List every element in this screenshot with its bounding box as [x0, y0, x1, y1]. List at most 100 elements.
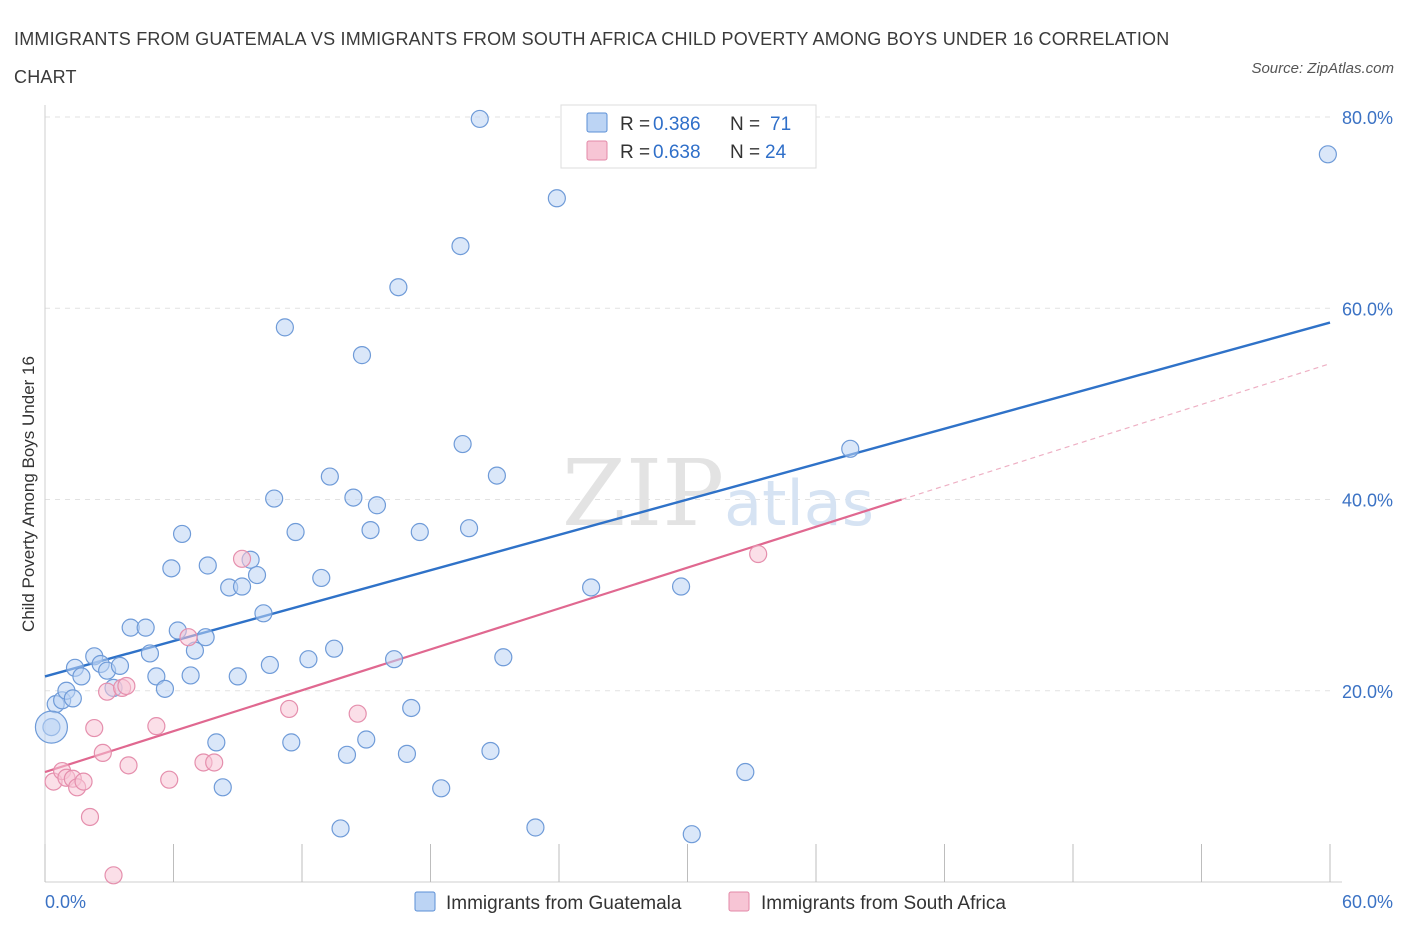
- data-point-guatemala: [155, 679, 175, 698]
- legend-r-label-2: R =: [620, 142, 650, 163]
- data-point-guatemala: [1318, 145, 1337, 164]
- data-point-guatemala: [147, 667, 166, 686]
- data-point-guatemala: [526, 818, 545, 837]
- legend-r-value-1: 0.386: [653, 114, 701, 135]
- data-point-south-africa: [74, 772, 93, 791]
- data-point-guatemala: [453, 434, 472, 454]
- y-axis-label: Child Poverty Among Boys Under 16: [19, 356, 38, 632]
- data-point-guatemala: [275, 318, 294, 337]
- data-point-south-africa: [205, 753, 224, 772]
- data-point-guatemala: [410, 522, 429, 542]
- data-point-guatemala: [140, 644, 160, 663]
- data-point-south-africa: [348, 704, 367, 723]
- data-point-guatemala: [299, 650, 318, 669]
- data-point-guatemala: [228, 667, 247, 686]
- legend-n-label-2: N =: [730, 142, 760, 163]
- chart-title: IMMIGRANTS FROM GUATEMALA VS IMMIGRANTS …: [14, 29, 1170, 87]
- data-point-guatemala: [357, 730, 376, 749]
- y-tick-label: 80.0%: [1342, 108, 1393, 128]
- y-tick-label: 40.0%: [1342, 491, 1393, 511]
- data-point-guatemala: [481, 741, 500, 761]
- data-point-guatemala: [282, 733, 301, 752]
- data-point-guatemala: [671, 577, 691, 596]
- data-point-guatemala: [331, 819, 350, 838]
- legend-n-value-1: 71: [770, 114, 791, 135]
- data-point-south-africa: [232, 549, 252, 568]
- data-point-guatemala: [361, 520, 380, 540]
- data-point-guatemala: [352, 346, 372, 365]
- data-point-guatemala: [487, 466, 506, 485]
- data-point-south-africa: [80, 807, 100, 827]
- legend-swatch-south-africa: [586, 140, 608, 161]
- data-point-guatemala: [72, 667, 91, 686]
- data-point-guatemala: [397, 744, 417, 763]
- x-tick-label: 60.0%: [1342, 892, 1393, 912]
- y-tick-label: 60.0%: [1342, 299, 1393, 319]
- data-point-guatemala: [325, 639, 344, 658]
- data-point-south-africa: [749, 544, 768, 564]
- data-point-south-africa: [147, 717, 166, 736]
- data-point-guatemala: [198, 556, 217, 575]
- data-point-guatemala: [232, 577, 252, 596]
- data-point-guatemala: [136, 618, 155, 637]
- source-label: Source: ZipAtlas.com: [1251, 60, 1394, 77]
- data-point-south-africa: [104, 866, 123, 885]
- data-point-guatemala: [402, 698, 421, 718]
- watermark: ZIPatlas: [562, 440, 874, 547]
- data-point-guatemala: [172, 524, 192, 544]
- data-point-guatemala: [207, 733, 226, 752]
- data-point-guatemala: [384, 650, 404, 669]
- data-point-guatemala: [63, 689, 82, 708]
- data-point-guatemala: [736, 762, 755, 782]
- data-point-guatemala: [389, 278, 408, 297]
- data-point-guatemala: [286, 522, 305, 542]
- data-point-guatemala: [110, 656, 130, 675]
- series-legend-swatch-south-africa: [728, 891, 750, 912]
- data-point-guatemala: [459, 519, 479, 538]
- trend-line-south-africa: [44, 498, 903, 774]
- data-point-guatemala: [312, 568, 331, 588]
- series-legend-label-south-africa: Immigrants from South Africa: [761, 893, 1006, 914]
- data-point-south-africa: [85, 718, 104, 738]
- series-legend: Immigrants from Guatemala Immigrants fro…: [414, 891, 1006, 914]
- legend-n-value-2: 24: [765, 142, 787, 163]
- data-point-guatemala: [367, 496, 387, 515]
- data-point-guatemala: [254, 604, 273, 623]
- legend-swatch-guatemala: [586, 112, 608, 133]
- data-point-guatemala: [162, 559, 181, 578]
- legend-n-label-1: N =: [730, 114, 760, 135]
- data-point-south-africa: [117, 676, 136, 696]
- data-point-guatemala: [34, 710, 69, 744]
- data-point-south-africa: [179, 628, 198, 647]
- data-point-guatemala: [432, 779, 451, 798]
- data-point-guatemala: [337, 745, 357, 764]
- x-tick-labels: 0.0% 60.0%: [45, 892, 1393, 912]
- data-point-guatemala: [841, 439, 860, 458]
- series-legend-swatch-guatemala: [414, 891, 436, 912]
- data-point-south-africa: [160, 770, 179, 789]
- data-point-south-africa: [93, 743, 112, 763]
- data-point-south-africa: [119, 756, 138, 775]
- data-point-guatemala: [547, 189, 566, 208]
- data-point-guatemala: [265, 489, 284, 508]
- stats-legend: R = 0.386 N = 71 R = 0.638 N = 24: [560, 104, 817, 169]
- data-point-guatemala: [247, 565, 267, 585]
- grid-lines: [45, 116, 1330, 692]
- x-tick-label: 0.0%: [45, 892, 86, 912]
- trend-line-south-africa-extension: [901, 363, 1331, 501]
- series-legend-label-guatemala: Immigrants from Guatemala: [446, 893, 682, 914]
- data-point-guatemala: [181, 666, 200, 685]
- data-point-guatemala: [213, 778, 232, 797]
- y-tick-label: 20.0%: [1342, 682, 1393, 702]
- legend-r-label-1: R =: [620, 114, 650, 135]
- data-point-south-africa: [98, 682, 117, 701]
- data-point-guatemala: [260, 655, 279, 675]
- data-point-guatemala: [582, 578, 601, 597]
- data-point-south-africa: [280, 699, 299, 719]
- data-point-guatemala: [494, 648, 513, 667]
- data-point-guatemala: [682, 825, 701, 844]
- data-point-guatemala: [320, 467, 339, 486]
- data-point-guatemala: [344, 488, 363, 507]
- data-point-guatemala: [470, 109, 489, 129]
